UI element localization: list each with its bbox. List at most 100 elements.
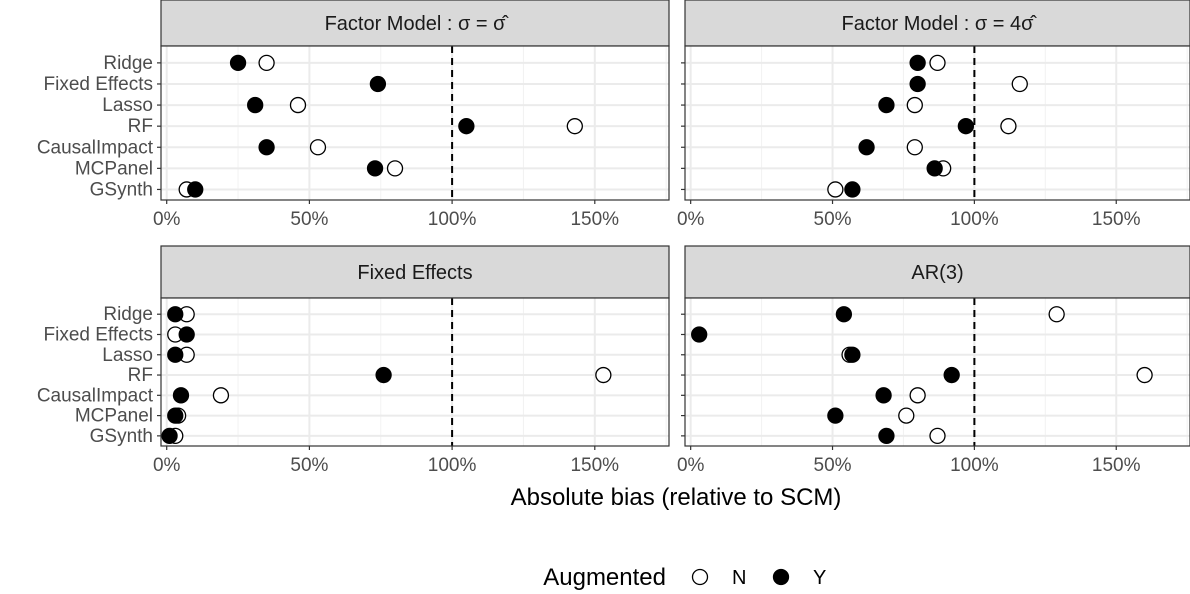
point-y-gsynth <box>161 427 178 445</box>
facet-strip <box>160 245 670 299</box>
x-tick-label: 0% <box>153 209 181 230</box>
x-tick-label: 50% <box>814 209 852 230</box>
panel-background <box>161 298 669 446</box>
point-n-gsynth <box>929 427 946 445</box>
facet-strip <box>160 0 670 47</box>
point-n-fixed-effects <box>1011 75 1028 93</box>
facet-title: Fixed Effects <box>357 262 472 284</box>
point-n-rf <box>1000 118 1017 135</box>
facet-title: Factor Model : σ = σ̂ <box>325 13 510 35</box>
panel-border <box>684 297 1190 447</box>
legend-key-y <box>772 568 790 586</box>
x-tick-label: 100% <box>428 455 477 476</box>
x-tick-label: 50% <box>290 455 328 476</box>
panel-top-right: Factor Model : σ = 4σ̂ 0% 50% 100% 150% <box>677 0 1190 230</box>
point-n-gsynth <box>827 181 844 198</box>
facet-title: AR(3) <box>911 262 963 284</box>
point-y-fixed-effects <box>691 326 708 343</box>
plot-area <box>161 298 669 446</box>
point-n-ridge <box>258 54 275 72</box>
point-n-lasso <box>906 96 923 114</box>
x-axis-label: Absolute bias (relative to SCM) <box>511 484 842 511</box>
y-tick-label: Ridge <box>103 304 153 325</box>
point-y-mcpanel <box>926 160 943 177</box>
point-y-mcpanel <box>366 160 384 177</box>
point-y-rf <box>957 118 975 135</box>
y-tick-label: RF <box>128 116 153 137</box>
legend-label-n: N <box>732 567 746 589</box>
point-y-mcpanel <box>827 407 844 424</box>
x-tick-label: 100% <box>950 455 999 476</box>
x-tick-label: 0% <box>153 455 181 476</box>
facet-title: Factor Model : σ = 4σ̂ <box>842 13 1038 35</box>
point-y-fixed-effects <box>369 75 387 93</box>
point-n-mcpanel <box>386 160 404 177</box>
x-tick-label: 0% <box>677 209 705 230</box>
y-tick-label: Lasso <box>102 345 153 366</box>
y-tick-label: Fixed Effects <box>44 324 153 345</box>
point-n-causalimpact <box>909 387 926 404</box>
y-tick-label: MCPanel <box>75 158 153 179</box>
point-n-causalimpact <box>212 387 230 404</box>
y-tick-label: Lasso <box>102 95 153 116</box>
point-n-causalimpact <box>309 139 327 156</box>
panel-border <box>160 297 670 447</box>
legend-title: Augmented <box>543 564 666 591</box>
y-tick-label: CausalImpact <box>37 137 154 158</box>
point-y-causalimpact <box>875 387 892 404</box>
point-y-gsynth <box>844 181 861 198</box>
plot-area <box>161 46 669 200</box>
point-y-rf <box>375 366 392 384</box>
panel-border <box>684 45 1190 201</box>
y-tick-label: CausalImpact <box>37 385 154 406</box>
x-tick-label: 150% <box>1092 455 1141 476</box>
point-y-causalimpact <box>172 387 190 404</box>
panel-border <box>160 45 670 201</box>
x-tick-label: 100% <box>950 209 999 230</box>
point-y-lasso <box>167 346 184 363</box>
point-y-gsynth <box>187 181 204 198</box>
x-tick-label: 50% <box>814 455 852 476</box>
point-n-ridge <box>929 54 946 72</box>
panel-background <box>161 46 669 200</box>
y-tick-label: Fixed Effects <box>44 74 153 95</box>
point-y-causalimpact <box>858 139 875 156</box>
x-tick-label: 150% <box>1092 209 1141 230</box>
facet-strip <box>684 245 1190 299</box>
legend-key-n <box>691 568 709 586</box>
point-y-lasso <box>247 96 264 114</box>
point-n-causalimpact <box>906 139 923 156</box>
x-tick-label: 50% <box>290 209 328 230</box>
legend-label-y: Y <box>813 567 826 589</box>
point-n-lasso <box>289 96 307 114</box>
y-tick-label: RF <box>128 365 153 386</box>
point-y-fixed-effects <box>909 75 926 93</box>
point-y-ridge <box>835 306 853 323</box>
x-tick-label: 150% <box>570 209 619 230</box>
point-n-rf <box>1136 366 1153 384</box>
x-tick-label: 0% <box>677 455 705 476</box>
point-n-mcpanel <box>898 407 915 424</box>
point-y-gsynth <box>878 427 895 445</box>
point-n-rf <box>566 118 583 135</box>
point-y-lasso <box>878 96 895 114</box>
point-y-rf <box>458 118 475 135</box>
y-tick-label: MCPanel <box>75 406 153 427</box>
point-y-causalimpact <box>258 139 275 156</box>
point-y-ridge <box>909 54 926 72</box>
point-y-mcpanel <box>167 407 184 424</box>
plot-area <box>685 46 1190 200</box>
panel-bottom-right: AR(3) 0% 50% 100% 150% <box>677 245 1190 476</box>
y-tick-label: GSynth <box>90 179 153 200</box>
y-tick-label: GSynth <box>90 426 153 447</box>
point-y-ridge <box>167 306 184 323</box>
x-tick-label: 100% <box>428 209 477 230</box>
plot-area <box>685 298 1190 446</box>
point-y-rf <box>943 366 960 384</box>
